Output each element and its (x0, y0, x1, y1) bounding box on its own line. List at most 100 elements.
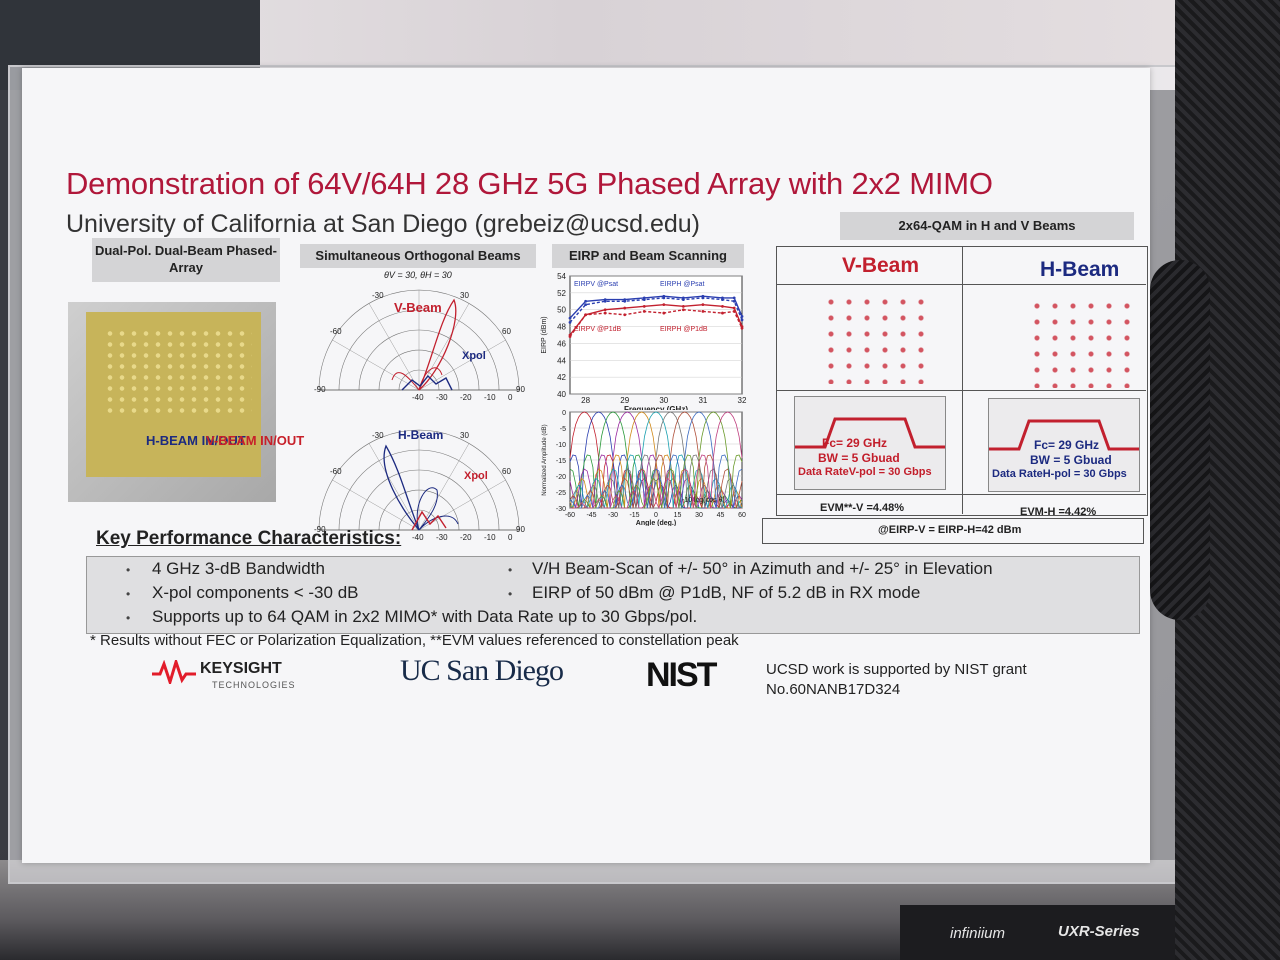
v-fc: Fc= 29 GHz (822, 436, 888, 450)
v-constellation (822, 294, 930, 384)
angle-tick-label: -60 (330, 467, 342, 476)
eirp-point (681, 304, 685, 308)
v-beam-trace (418, 298, 457, 391)
eirp-point (732, 306, 736, 310)
eirp-legend-entry: EIRPH @Psat (660, 281, 705, 288)
theta-note: θV = 30, θH = 30 (384, 270, 452, 280)
scan-y-tick: -30 (556, 506, 566, 513)
scan-x-tick: 0 (654, 512, 658, 519)
v-spectrum (794, 396, 946, 490)
eirp-point (603, 299, 607, 303)
kpc-box (86, 556, 1140, 634)
scan-x-tick: -15 (629, 512, 639, 519)
polar-spoke (418, 479, 506, 531)
poster-subtitle: University of California at San Diego (g… (66, 210, 701, 238)
h-beam-title: H-Beam (1040, 258, 1120, 281)
scan-legend: -10 log(cos θ) (682, 497, 725, 504)
poster-title: Demonstration of 64V/64H 28 GHz 5G Phase… (66, 166, 993, 201)
xpol-label: Xpol (462, 350, 486, 362)
h-beam-trace (383, 444, 420, 531)
eirp-point (662, 311, 666, 315)
radial-tick-label: 0 (508, 393, 513, 400)
eirp-y-tick: 40 (557, 390, 566, 399)
bullet: • (508, 563, 513, 577)
keysight-logo: KEYSIGHT (200, 660, 282, 677)
kpc-item: V/H Beam-Scan of +/- 50° in Azimuth and … (532, 559, 993, 578)
eirp-point (701, 303, 705, 307)
kpc-item: 4 GHz 3-dB Bandwidth (152, 559, 325, 578)
eirp-plot-area (569, 275, 743, 395)
eirp-y-label: EIRP (dBm) (541, 316, 548, 353)
eirp-point (568, 316, 572, 320)
eirp-point (681, 308, 685, 312)
angle-tick-label: -30 (372, 291, 384, 300)
angle-tick-label: 60 (502, 467, 511, 476)
h-beam-sidelobes (416, 487, 459, 531)
h-beam-label: H-Beam (398, 428, 444, 442)
v-beam-title: V-Beam (842, 254, 920, 277)
scan-x-tick: 45 (717, 512, 725, 519)
h-fc: Fc= 29 GHz (1034, 438, 1100, 452)
scan-y-label: Normalized Amplitude (dB) (542, 424, 548, 495)
eirp-y-tick: 44 (557, 356, 566, 365)
eirp-y-tick: 46 (557, 339, 566, 348)
eirp-point (740, 318, 744, 322)
ucsd-logo: UC San Diego (400, 654, 564, 687)
device-brand: infiniium (950, 925, 1006, 942)
v-beam-port-label: V-BEAM IN/OUT (206, 433, 305, 448)
footnote: * Results without FEC or Polarization Eq… (90, 632, 739, 649)
v-rate: Data RateV-pol = 30 Gbps (798, 466, 932, 478)
eirp-y-tick: 52 (557, 289, 566, 298)
eirp-y-tick: 42 (557, 373, 566, 382)
nist-logo: NIST (646, 656, 717, 694)
qam-row-line-1 (776, 284, 1146, 285)
angle-tick-label: -60 (330, 327, 342, 336)
scan-x-tick: -60 (565, 512, 575, 519)
polar-spoke (368, 303, 420, 391)
eirp-chart: 40 42 44 46 48 50 52 54 28 29 30 31 32 EIRPV @Psat EIR… (541, 272, 747, 410)
eirp-point (721, 311, 724, 315)
angle-tick-label: -90 (314, 385, 326, 394)
radial-tick-label: -30 (436, 393, 448, 400)
polar-spoke (332, 339, 420, 391)
kpc-item: X-pol components < -30 dB (152, 583, 359, 602)
polar-grid-h: -90 -60 -30 30 60 90 -40 -30 -20 -10 0 (314, 429, 525, 540)
eirp-point (732, 310, 736, 313)
angle-tick-label: 60 (502, 327, 511, 336)
kpc-item: EIRP of 50 dBm @ P1dB, NF of 5.2 dB in R… (532, 583, 921, 602)
beam-pattern-line (569, 411, 743, 510)
eirp-point (662, 303, 666, 307)
v-spectrum-trace (795, 417, 945, 449)
eirp-point (584, 303, 588, 307)
bullet: • (126, 587, 131, 601)
nist-note-line1: UCSD work is supported by NIST grant (766, 661, 1027, 678)
scan-y-tick: -10 (556, 442, 566, 449)
eirp-point (701, 296, 705, 300)
eirp-y-tick: 50 (557, 306, 566, 315)
qam-divider (962, 246, 963, 514)
angle-tick-label: 90 (516, 385, 525, 394)
eirp-point (568, 320, 572, 324)
polar-spoke (418, 443, 470, 531)
radial-tick-label: -10 (484, 533, 496, 540)
radial-tick-label: -10 (484, 393, 496, 400)
keysight-wave-icon (152, 660, 196, 684)
scan-y-tick: -20 (556, 474, 566, 481)
xpol-label-h: Xpol (464, 470, 488, 482)
beam-pattern-line (570, 411, 743, 510)
eirp-point (603, 311, 607, 315)
h-bw: BW = 5 Gbuad (1030, 453, 1112, 467)
eirp-point (584, 299, 588, 303)
keysight-sub: TECHNOLOGIES (212, 680, 296, 690)
h-rate: Data RateH-pol = 30 Gbps (992, 468, 1127, 480)
eirp-point (732, 299, 736, 303)
eirp-x-label: Frequency (GHz) (624, 405, 688, 410)
xpol-trace-v (401, 374, 453, 391)
eirp-point (568, 335, 572, 339)
scan-x-tick: 60 (738, 512, 746, 519)
eirp-point (662, 296, 666, 300)
scan-x-tick: -45 (586, 512, 596, 519)
eirp-legend-entry: EIRPH @P1dB (660, 326, 708, 333)
scan-y-tick: -25 (556, 490, 566, 497)
eirp-point (721, 304, 724, 308)
